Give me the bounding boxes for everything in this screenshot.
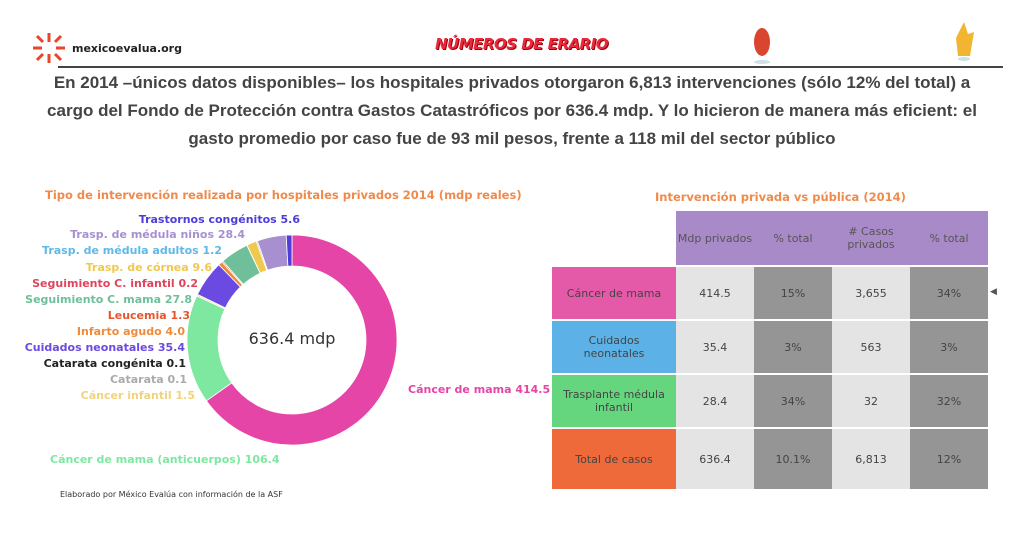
donut-center-label: 636.4 mdp — [248, 329, 336, 348]
table-cell: 32 — [832, 373, 910, 428]
brand-logo: NÚMEROS DE ERARIO — [435, 35, 608, 53]
slice-label-12: Trasp. de médula niños 28.4 — [70, 228, 245, 241]
table-cell: 34% — [754, 373, 832, 428]
table-cell: 28.4 — [676, 373, 754, 428]
table-cell: 636.4 — [676, 427, 754, 489]
slice-label-7: Leucemia 1.3 — [107, 309, 190, 322]
slice-label-6: Infarto agudo 4.0 — [76, 325, 185, 338]
row-marker-icon: ◀ — [990, 287, 997, 297]
table-row: Cáncer de mama 414.5 15% 3,655 34% — [552, 265, 988, 320]
table-cell: 3,655 — [832, 265, 910, 320]
table-cell: 3% — [754, 319, 832, 374]
chart-title: Tipo de intervención realizada por hospi… — [45, 188, 522, 202]
table-cell: 3% — [910, 319, 988, 374]
slice-label-4: Catarata congénita 0.1 — [43, 357, 186, 370]
slice-label-11: Trasp. de médula adultos 1.2 — [42, 244, 222, 257]
header-cell: % total — [754, 211, 832, 266]
slice-label-2: Cáncer infantil 1.5 — [80, 389, 195, 402]
donut-slice-0 — [205, 234, 398, 446]
slice-label-13: Trastornos congénitos 5.6 — [138, 213, 300, 226]
table-row: Trasplante médula infantil 28.4 34% 32 32% — [552, 373, 988, 428]
table-cell: 34% — [910, 265, 988, 320]
mexicoevalua-logo-icon — [33, 33, 65, 63]
table-row: Total de casos 636.4 10.1% 6,813 12% — [552, 427, 988, 489]
slice-label-8: Seguimiento C. mama 27.8 — [25, 293, 192, 306]
table-cell: 6,813 — [832, 427, 910, 489]
comparison-table: Mdp privados % total # Casos privados % … — [552, 211, 988, 489]
slice-label-5: Cuidados neonatales 35.4 — [24, 341, 185, 354]
row-label: Total de casos — [552, 427, 676, 489]
slice-label-1: Cáncer de mama (anticuerpos) 106.4 — [50, 453, 280, 466]
header-cell: # Casos privados — [832, 211, 910, 266]
table-header-row: Mdp privados % total # Casos privados % … — [552, 211, 988, 266]
table-cell: 563 — [832, 319, 910, 374]
mascot-red-icon — [754, 28, 770, 64]
table-cell: 10.1% — [754, 427, 832, 489]
header-cell-empty — [552, 211, 676, 266]
slice-label-3: Catarata 0.1 — [109, 373, 187, 386]
table-cell: 32% — [910, 373, 988, 428]
table-cell: 12% — [910, 427, 988, 489]
table-row: Cuidados neonatales 35.4 3% 563 3% — [552, 319, 988, 374]
header-cell: Mdp privados — [676, 211, 754, 266]
footnote: Elaborado por México Evalúa con informac… — [60, 490, 283, 499]
donut-slice-1 — [186, 295, 233, 402]
table-cell: 15% — [754, 265, 832, 320]
site-name[interactable]: mexicoevalua.org — [72, 42, 182, 55]
donut-slice-13 — [285, 234, 293, 267]
table-cell: 35.4 — [676, 319, 754, 374]
donut-chart — [186, 234, 398, 446]
table-title: Intervención privada vs pública (2014) — [655, 190, 906, 204]
header-divider — [58, 66, 1003, 68]
slice-label-0: Cáncer de mama 414.5 — [408, 383, 551, 396]
row-label: Cáncer de mama — [552, 265, 676, 320]
mascot-yellow-icon — [956, 22, 974, 61]
slice-label-9: Seguimiento C. infantil 0.2 — [32, 277, 198, 290]
header-cell: % total — [910, 211, 988, 266]
row-label: Trasplante médula infantil — [552, 373, 676, 428]
headline: En 2014 –únicos datos disponibles– los h… — [47, 73, 977, 148]
slice-label-10: Trasp. de córnea 9.6 — [85, 261, 212, 274]
row-label: Cuidados neonatales — [552, 319, 676, 374]
table-cell: 414.5 — [676, 265, 754, 320]
